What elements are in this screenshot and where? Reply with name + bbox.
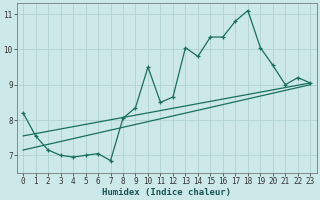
X-axis label: Humidex (Indice chaleur): Humidex (Indice chaleur) [102, 188, 231, 197]
